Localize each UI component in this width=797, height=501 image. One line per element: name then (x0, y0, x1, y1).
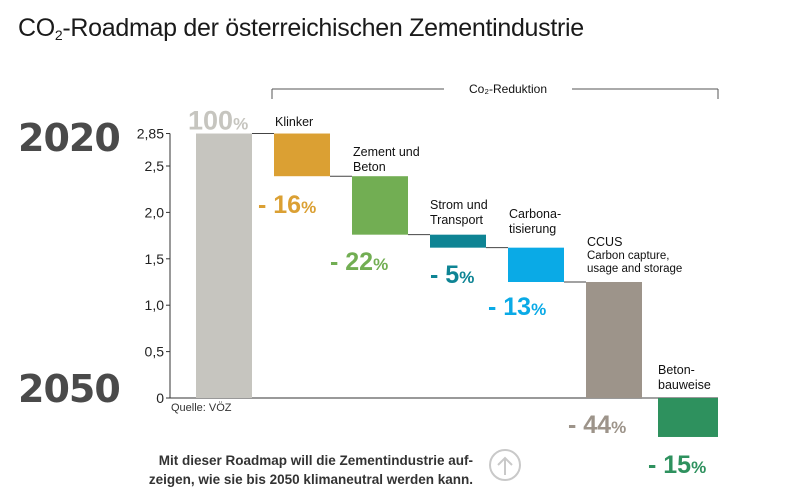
value-label-strom: - 5% (430, 261, 474, 289)
category-label-strom: Strom und (430, 198, 488, 212)
category-label-ccus: CCUS (587, 235, 622, 249)
bar-beton (658, 398, 718, 437)
value-label-beton: - 15% (648, 451, 706, 479)
category-label-zement: Zement und (353, 145, 420, 159)
category-label-ccus: Carbon capture, (587, 250, 669, 262)
bar-zement (352, 176, 408, 235)
category-label-beton: Beton- (658, 363, 695, 377)
source-note: Quelle: VÖZ (171, 402, 232, 414)
y-tick-label: 2,85 (137, 126, 164, 142)
arrow-up-icon (497, 456, 513, 475)
chart-title: CO2-Roadmap der österreichischen Zementi… (18, 14, 584, 43)
value-label-zement: - 22% (330, 248, 388, 276)
value-label-klinker: - 16% (258, 191, 316, 219)
y-tick-label: 0,5 (145, 344, 165, 360)
value-label-100: 100% (188, 106, 248, 136)
y-tick-label: 1,0 (145, 297, 165, 313)
bar-klinker (274, 133, 330, 177)
y-tick-label: 0 (156, 390, 164, 406)
y-tick-label: 2,0 (145, 204, 165, 220)
y-tick-label: 2,5 (145, 158, 165, 174)
footer-text: Mit dieser Roadmap will die Zementindust… (149, 451, 473, 489)
year-start-label: 2020 (18, 116, 121, 160)
category-label-beton: bauweise (658, 378, 711, 392)
category-label-carbonatisierung: Carbona- (509, 207, 561, 221)
category-label-klinker: Klinker (275, 115, 313, 129)
category-label-ccus: usage and storage (587, 263, 682, 275)
year-end-label: 2050 (18, 367, 121, 411)
footer-line-1: Mit dieser Roadmap will die Zementindust… (158, 453, 473, 468)
bar-strom (430, 234, 486, 248)
bar-ccus (586, 282, 642, 398)
category-label-carbonatisierung: tisierung (509, 222, 556, 236)
category-label-zement: Beton (353, 160, 386, 174)
value-label-ccus: - 44% (568, 411, 626, 439)
value-label-carbonatisierung: - 13% (488, 293, 546, 321)
category-label-strom: Transport (430, 213, 484, 227)
bar-2020-baseline (196, 133, 252, 398)
scroll-up-button[interactable] (489, 449, 521, 481)
reduction-label: Co₂-Reduktion (469, 82, 547, 96)
bar-carbonatisierung (508, 247, 564, 282)
y-tick-label: 1,5 (145, 251, 165, 267)
footer-line-2: zeigen, wie sie bis 2050 klimaneutral we… (148, 472, 473, 487)
